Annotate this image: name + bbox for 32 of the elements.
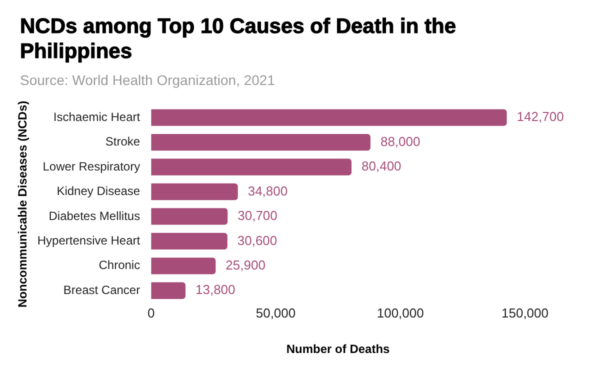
y-tick-label: Stroke [105, 134, 140, 149]
chart-title: NCDs among Top 10 Causes of Death in the Philippines [20, 14, 458, 64]
data-label: 88,000 [380, 134, 420, 149]
data-label: 34,800 [248, 183, 288, 198]
x-tick-label: 50,000 [256, 305, 296, 320]
data-label: 13,800 [196, 282, 236, 298]
bar [151, 282, 186, 299]
bar [151, 134, 370, 151]
data-label: 25,900 [226, 257, 266, 272]
bar [151, 109, 507, 126]
y-axis-title: Noncommunicable Diseases (NCDs) [16, 100, 30, 308]
bar [151, 232, 228, 250]
x-axis-title: Number of Deaths [286, 342, 390, 356]
bar [151, 258, 216, 274]
x-tick-label: 100,000 [376, 305, 424, 320]
y-tick-label: Chronic [98, 258, 140, 272]
bar [151, 183, 238, 200]
x-tick-label: 0 [147, 305, 155, 320]
bar [151, 208, 228, 225]
y-tick-label: Diabetes Mellitus [48, 208, 140, 223]
x-tick-label: 150,000 [502, 305, 548, 320]
y-tick-label: Kidney Disease [56, 184, 140, 198]
y-tick-label: Breast Cancer [63, 282, 140, 297]
y-tick-label: Hypertensive Heart [37, 234, 141, 248]
y-tick-label: Lower Respiratory [42, 159, 140, 174]
data-label: 80,400 [362, 158, 402, 174]
chart-subtitle: Source: World Health Organization, 2021 [20, 72, 275, 88]
data-label: 30,700 [238, 208, 278, 224]
data-label: 142,700 [516, 109, 564, 124]
y-tick-label: Ischaemic Heart [53, 110, 141, 124]
bar [151, 158, 352, 176]
data-label: 30,600 [237, 232, 278, 248]
